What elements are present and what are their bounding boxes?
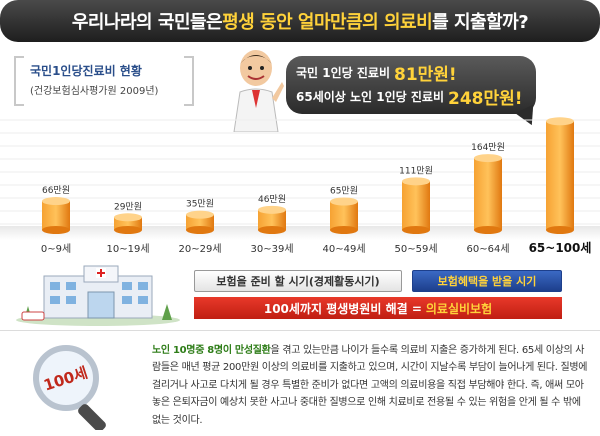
bar-chart: 66만원 29만원 35만원 46만원 65만원 111만원 164만원 0~9세 10~19… xyxy=(0,117,600,255)
insurance-benefit-button[interactable]: 보험혜택을 받을 시기 xyxy=(412,270,562,292)
bar-value-label-4: 65만원 xyxy=(330,186,358,197)
subtitle-main: 국민1인당진료비 현황 xyxy=(30,64,142,78)
hospital-illustration-icon xyxy=(16,265,180,326)
bubble-line-2-value: 248만원! xyxy=(447,88,523,109)
chart-bars: 66만원 29만원 35만원 46만원 65만원 111만원 164만원 xyxy=(42,117,574,234)
bar-base-2 xyxy=(186,226,214,234)
left-bracket xyxy=(14,56,24,106)
bar-value-label-0: 66만원 xyxy=(42,185,70,196)
bubble-line-1-text: 국민 1인당 진료비 xyxy=(296,65,390,80)
chart-subtitle: 국민1인당진료비 현황 (건강보험심사평가원 2009년) xyxy=(14,56,194,106)
bar-base-6 xyxy=(474,226,502,234)
paragraph-lead: 노인 10명중 8명이 만성질환 xyxy=(152,345,271,356)
prepare-insurance-button[interactable]: 보험을 준비 할 시기(경제활동시기) xyxy=(194,270,402,292)
bar-cap-5 xyxy=(402,177,430,186)
bubble-line-1-value: 81만원! xyxy=(394,64,457,85)
bar-value-label-1: 29만원 xyxy=(114,201,142,212)
x-tick-label-2: 20~29세 xyxy=(178,243,221,255)
chart-gridlines xyxy=(0,119,600,225)
bar-cap-3 xyxy=(258,205,286,214)
bar-cap-6 xyxy=(474,154,502,163)
x-tick-label-0: 0~9세 xyxy=(41,243,71,255)
bar-base-0 xyxy=(42,226,70,234)
insurance-period-buttons: 보험을 준비 할 시기(경제활동시기) 보험혜택을 받을 시기 xyxy=(194,270,562,292)
bar-cap-0 xyxy=(42,197,70,206)
bubble-line-2: 65세이상 노인 1인당 진료비 248만원! xyxy=(296,84,526,109)
bar-base-7 xyxy=(546,226,574,234)
bar-base-4 xyxy=(330,226,358,234)
bar-5 xyxy=(402,181,430,230)
chart-floor xyxy=(0,226,600,240)
bar-cap-4 xyxy=(330,197,358,206)
bubble-line-1: 국민 1인당 진료비 81만원! xyxy=(296,60,526,85)
bar-value-label-2: 35만원 xyxy=(186,199,214,210)
bar-value-label-5: 111만원 xyxy=(399,165,433,176)
bar-7 xyxy=(546,121,574,230)
chart-x-labels: 0~9세 10~19세 20~29세 30~39세 40~49세 50~59세 60~64세… xyxy=(41,240,592,255)
banner-text-after: 를 지출할까? xyxy=(432,12,529,33)
solution-text: 100세까지 평생병원비 해결 = xyxy=(263,301,422,316)
bar-3 xyxy=(258,209,286,230)
solution-highlight: 의료실비보험 xyxy=(425,301,493,316)
bar-cap-2 xyxy=(186,210,214,219)
x-tick-label-4: 40~49세 xyxy=(322,243,365,255)
bar-cap-7 xyxy=(546,117,574,126)
section-divider xyxy=(0,330,600,331)
paragraph-body: 을 겪고 있는만큼 나이가 들수록 의료비 지출은 증가하게 된다. 65세 이… xyxy=(152,345,588,426)
bar-value-label-6: 164만원 xyxy=(471,142,505,153)
subtitle-source: (건강보험심사평가원 2009년) xyxy=(30,86,159,97)
bar-base-1 xyxy=(114,226,142,234)
bar-2 xyxy=(186,214,214,230)
x-tick-label-5: 50~59세 xyxy=(394,243,437,255)
title-banner: 우리나라의 국민들은 평생 동안 얼마만큼의 의료비 를 지출할까? xyxy=(0,0,600,42)
bar-0 xyxy=(42,201,70,230)
doctor-avatar-icon xyxy=(233,50,284,132)
bar-base-5 xyxy=(402,226,430,234)
bar-cap-1 xyxy=(114,213,142,222)
banner-text-before: 우리나라의 국민들은 xyxy=(71,12,223,33)
x-tick-label-1: 10~19세 xyxy=(106,243,149,255)
bar-6 xyxy=(474,158,502,230)
solution-banner: 100세까지 평생병원비 해결 = 의료실비보험 xyxy=(194,297,562,319)
right-bracket xyxy=(184,56,194,106)
description-paragraph: 노인 10명중 8명이 만성질환을 겪고 있는만큼 나이가 들수록 의료비 지출… xyxy=(152,342,590,429)
magnifier-icon: 100세 xyxy=(33,345,106,430)
x-tick-label-3: 30~39세 xyxy=(250,243,293,255)
x-tick-label-7: 65~100세 xyxy=(529,240,592,255)
x-tick-label-6: 60~64세 xyxy=(466,243,509,255)
speech-bubble: 국민 1인당 진료비 81만원! 65세이상 노인 1인당 진료비 248만원! xyxy=(286,56,536,114)
bar-value-label-3: 46만원 xyxy=(258,194,286,205)
bar-base-3 xyxy=(258,226,286,234)
bar-4 xyxy=(330,201,358,230)
bubble-line-2-text: 65세이상 노인 1인당 진료비 xyxy=(296,89,444,104)
banner-text-highlight: 평생 동안 얼마만큼의 의료비 xyxy=(222,12,433,33)
